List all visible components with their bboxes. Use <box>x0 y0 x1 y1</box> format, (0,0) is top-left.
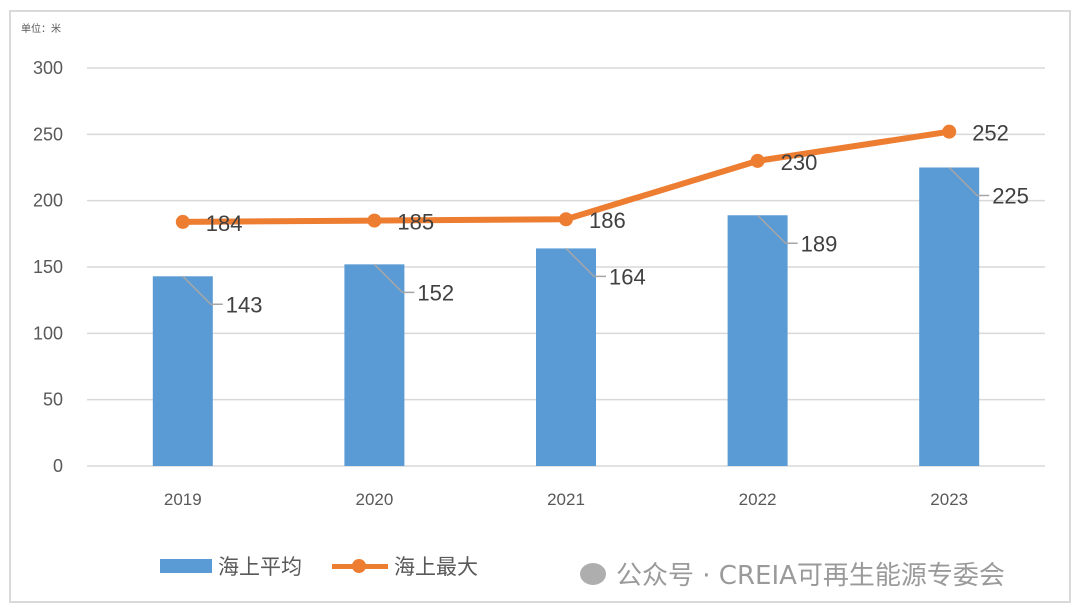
bar-data-label: 225 <box>992 184 1029 209</box>
unit-label: 单位：米 <box>21 24 61 35</box>
wechat-icon <box>580 562 606 585</box>
leader-line <box>757 214 798 245</box>
line-data-label: 230 <box>781 150 818 175</box>
line-point <box>942 124 957 139</box>
x-tick-label: 2021 <box>547 490 585 509</box>
bar-data-label: 164 <box>609 264 646 289</box>
watermark: 公众号 · CREIA可再生能源专委会 <box>580 555 1005 592</box>
leader-line <box>948 166 990 197</box>
x-tick-label: 2022 <box>739 490 777 509</box>
line-point <box>750 153 765 168</box>
line-data-label: 186 <box>589 208 626 233</box>
y-tick-label: 300 <box>33 58 63 78</box>
line-data-label: 252 <box>972 121 1009 146</box>
y-tick-label: 150 <box>33 257 63 277</box>
bar-data-label: 189 <box>801 231 838 256</box>
bar <box>152 276 213 466</box>
bar <box>536 248 596 466</box>
bar <box>919 167 980 466</box>
legend-label-avg: 海上平均 <box>218 555 302 579</box>
line-data-label: 185 <box>397 210 434 235</box>
leader-line <box>182 275 223 306</box>
leader-line <box>565 247 606 278</box>
line-point <box>175 214 190 229</box>
chart-frame <box>9 10 1071 603</box>
bar-data-label: 152 <box>417 280 454 305</box>
x-tick-label: 2019 <box>164 490 202 509</box>
line-point <box>559 212 573 227</box>
watermark-text: 公众号 · CREIA可再生能源专委会 <box>616 561 1005 591</box>
line-point <box>367 213 382 228</box>
y-tick-label: 0 <box>53 456 63 476</box>
x-tick-label: 2020 <box>355 490 393 509</box>
y-tick-label: 200 <box>33 191 63 211</box>
legend-swatch-line <box>332 559 388 573</box>
legend: 海上平均 海上最大 <box>160 551 478 581</box>
bar <box>344 264 405 466</box>
legend-label-max: 海上最大 <box>394 555 478 579</box>
bar-data-label: 143 <box>226 292 263 317</box>
line-series <box>182 128 950 225</box>
x-tick-label: 2023 <box>930 490 968 509</box>
legend-swatch-bar <box>160 559 212 573</box>
bar <box>727 215 788 466</box>
leader-line <box>373 263 415 294</box>
y-tick-label: 250 <box>33 124 63 144</box>
line-data-label: 184 <box>206 211 243 236</box>
y-tick-label: 50 <box>43 390 63 410</box>
y-tick-label: 100 <box>33 323 63 343</box>
